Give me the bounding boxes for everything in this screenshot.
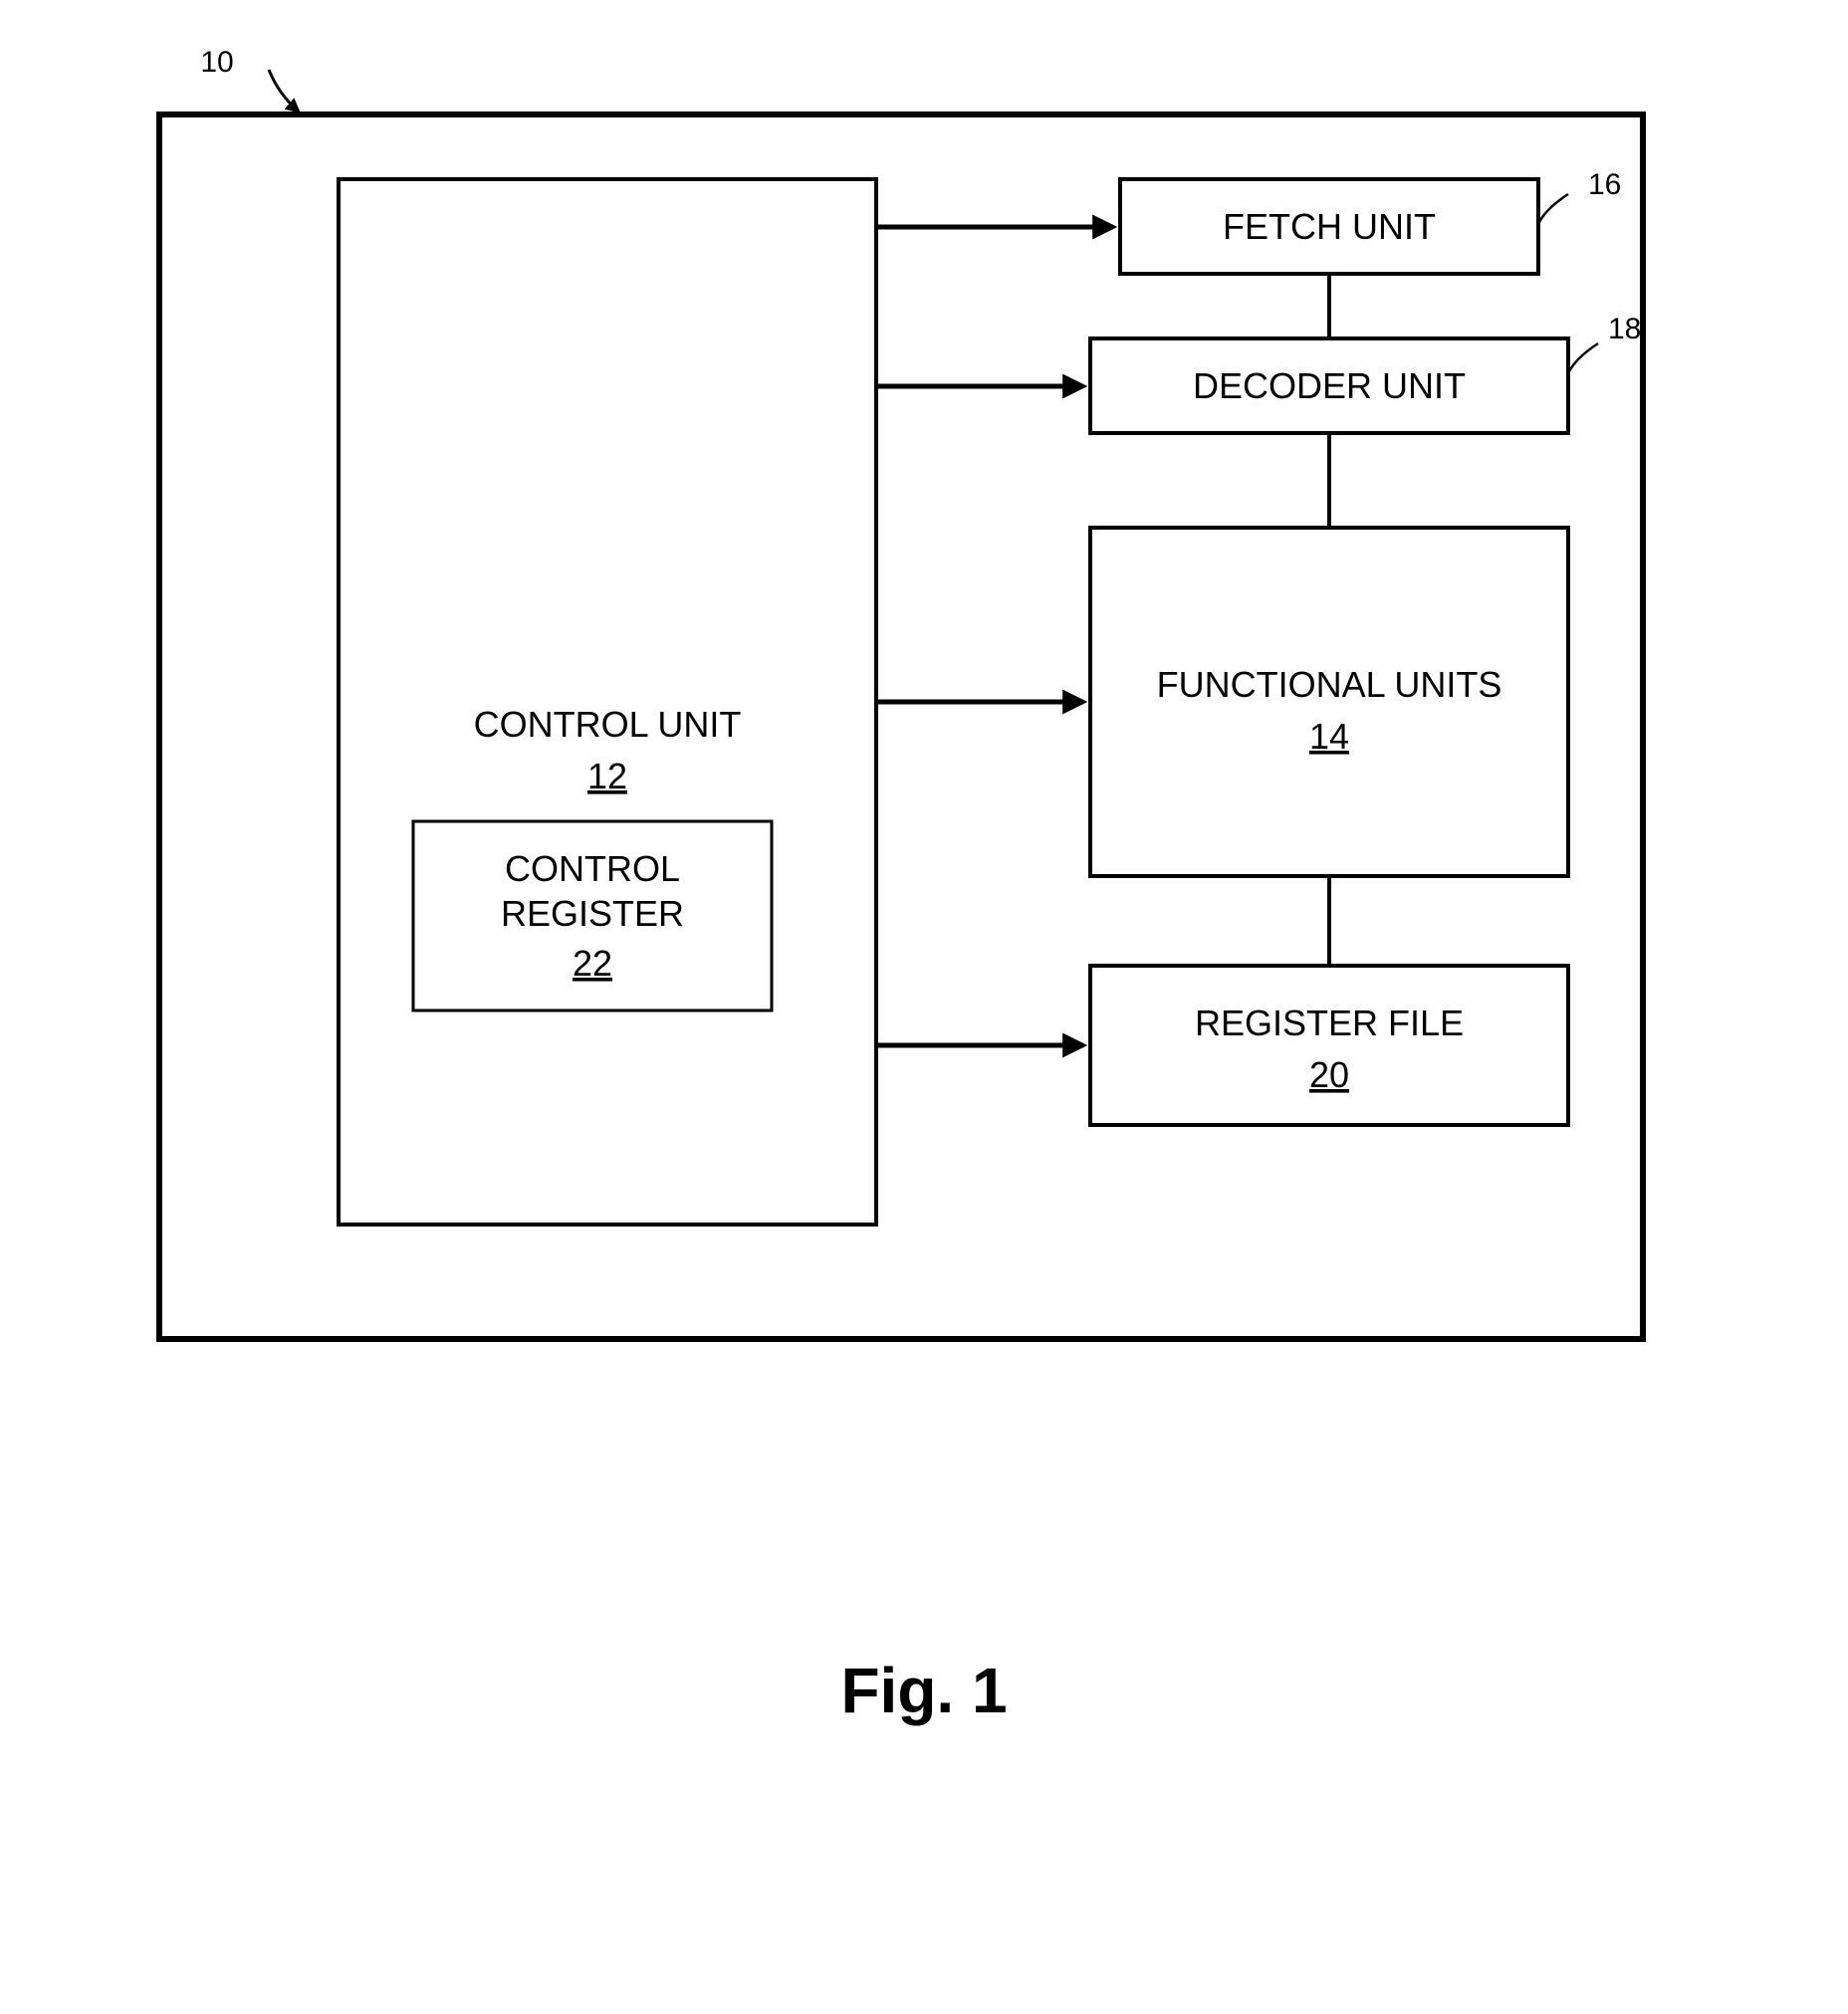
- callout-label-cl-16: 16: [1588, 168, 1621, 201]
- node-control-unit-line: 12: [587, 756, 627, 796]
- node-functional-units-line: 14: [1309, 716, 1349, 757]
- node-functional-units: FUNCTIONAL UNITS 14: [1090, 528, 1568, 876]
- node-control-register: CONTROLREGISTER 22: [413, 821, 772, 1010]
- node-control-unit: CONTROL UNIT 12: [339, 179, 876, 1225]
- node-functional-units-line: FUNCTIONAL UNITS: [1157, 664, 1502, 705]
- node-control-register-line: REGISTER: [501, 893, 684, 934]
- node-control-register-line: 22: [573, 943, 612, 984]
- node-fetch-unit: FETCH UNIT: [1120, 179, 1538, 274]
- node-register-file-line: REGISTER FILE: [1195, 1003, 1464, 1043]
- node-register-file: REGISTER FILE 20: [1090, 966, 1568, 1125]
- node-fetch-unit-line: FETCH UNIT: [1223, 206, 1436, 247]
- node-control-unit-line: CONTROL UNIT: [474, 704, 742, 745]
- callout-label-cl-18: 18: [1608, 313, 1641, 345]
- node-control-register-line: CONTROL: [505, 848, 680, 889]
- figure-caption: Fig. 1: [840, 1655, 1007, 1726]
- node-decoder-unit: DECODER UNIT: [1090, 338, 1568, 433]
- ref-label-10: 10: [200, 46, 233, 79]
- node-decoder-unit-line: DECODER UNIT: [1193, 365, 1466, 406]
- node-register-file-line: 20: [1309, 1054, 1349, 1095]
- processor-block-diagram: 10 CONTROL UNIT 12 CONTROLREGISTER 22 FETCH U…: [0, 0, 1848, 2014]
